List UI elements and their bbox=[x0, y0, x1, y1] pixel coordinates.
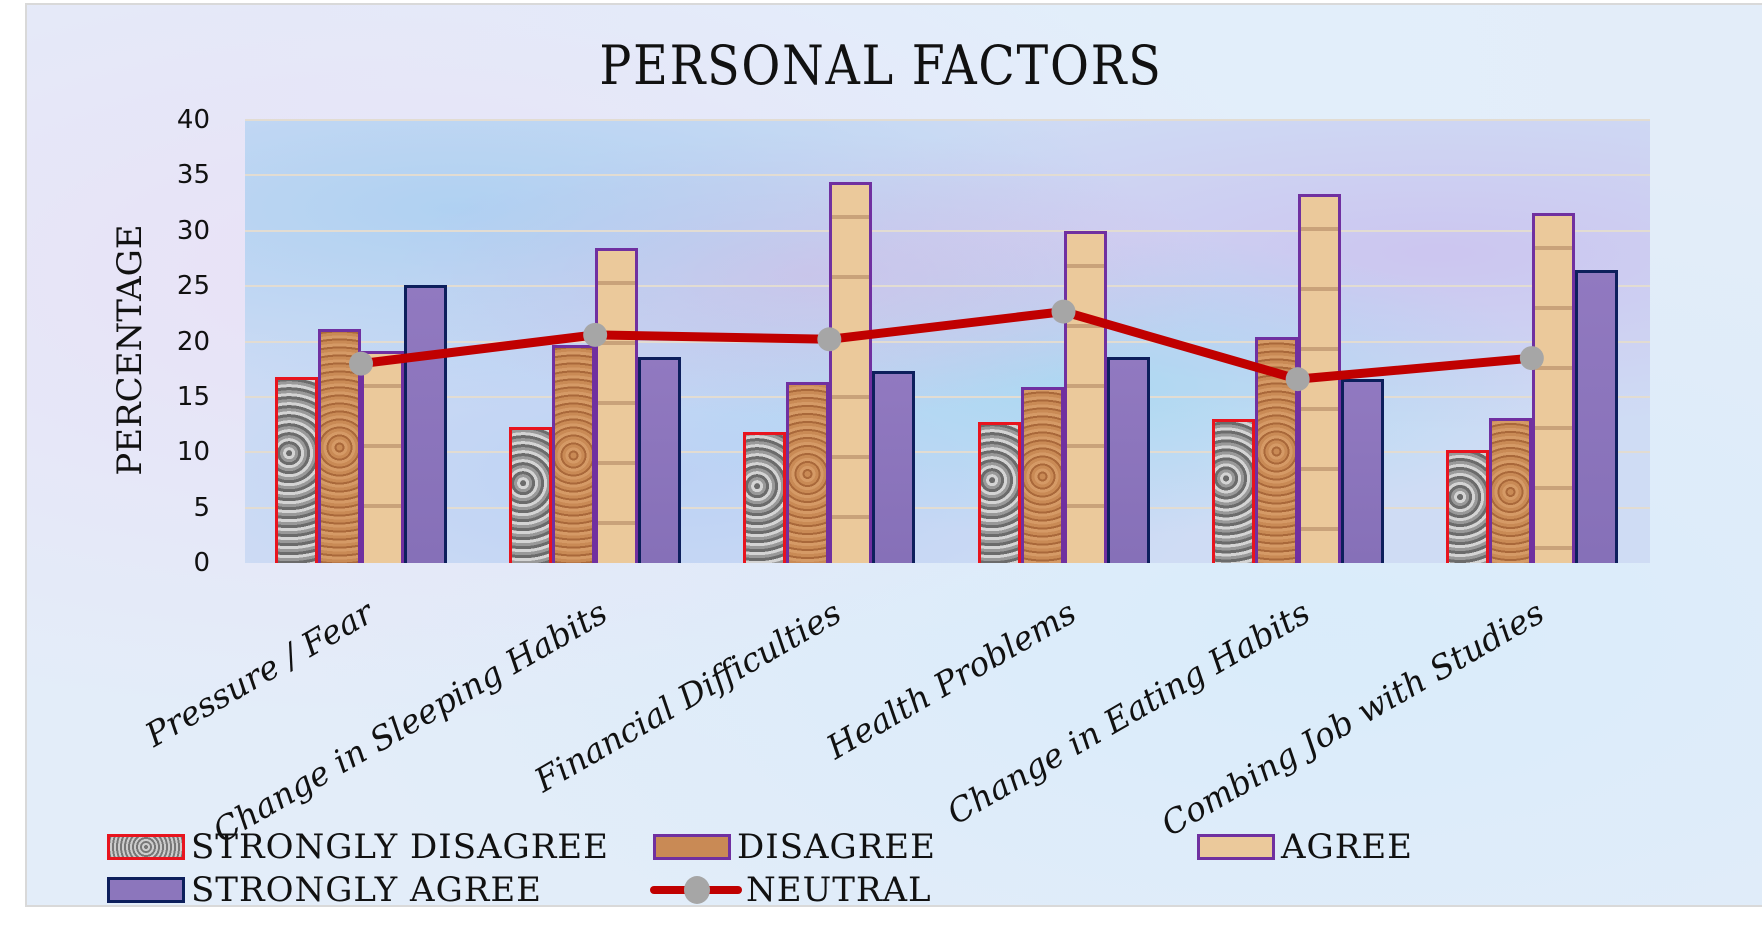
y-tick-label: 25 bbox=[176, 271, 210, 302]
legend-label: AGREE bbox=[1281, 827, 1413, 867]
neutral-line bbox=[360, 307, 1533, 384]
gridline bbox=[245, 285, 1650, 288]
disagree-swatch-icon bbox=[653, 834, 731, 860]
bar-strongly-disagree bbox=[1211, 419, 1255, 563]
neutral-marker-icon bbox=[583, 322, 608, 347]
y-tick-label: 5 bbox=[193, 492, 210, 523]
neutral-line-marker-icon bbox=[650, 875, 742, 905]
bar-agree bbox=[361, 351, 404, 563]
bar-disagree bbox=[1020, 386, 1064, 563]
bar-strongly-agree bbox=[404, 285, 447, 563]
legend-item-disagree: DISAGREE bbox=[653, 827, 936, 867]
y-tick-label: 10 bbox=[176, 437, 210, 468]
bar-strongly-agree bbox=[638, 357, 682, 563]
chart-title: PERSONAL FACTORS bbox=[599, 34, 1163, 97]
gridline bbox=[245, 119, 1650, 121]
neutral-marker-icon bbox=[349, 351, 373, 376]
y-tick-label: 40 bbox=[176, 105, 210, 135]
legend-label: NEUTRAL bbox=[746, 870, 932, 910]
gridline bbox=[245, 340, 1650, 343]
neutral-marker-icon bbox=[1519, 346, 1544, 371]
bar-agree bbox=[595, 248, 639, 563]
legend-item-strongly-disagree: STRONGLY DISAGREE bbox=[107, 827, 609, 867]
legend-item-agree: AGREE bbox=[1197, 827, 1413, 867]
strongly-agree-swatch-icon bbox=[107, 877, 185, 903]
legend-label: STRONGLY DISAGREE bbox=[191, 827, 609, 867]
legend-item-neutral: NEUTRAL bbox=[650, 870, 932, 910]
bar-disagree bbox=[552, 344, 596, 563]
neutral-line-series bbox=[349, 299, 1544, 392]
neutral-marker-icon bbox=[817, 327, 842, 352]
y-tick-label: 30 bbox=[176, 215, 210, 246]
bar-agree bbox=[829, 182, 873, 563]
bar-strongly-agree bbox=[1574, 269, 1618, 563]
legend-label: STRONGLY AGREE bbox=[191, 870, 542, 910]
y-tick-label: 15 bbox=[176, 381, 210, 412]
bar-strongly-disagree bbox=[509, 426, 553, 563]
gridline bbox=[245, 229, 1650, 232]
gridline bbox=[245, 451, 1650, 454]
gridline bbox=[245, 395, 1650, 398]
neutral-marker-icon bbox=[1051, 299, 1076, 324]
bar-strongly-agree bbox=[1340, 379, 1384, 563]
y-tick-label: 35 bbox=[176, 160, 210, 191]
bar-strongly-disagree bbox=[275, 376, 318, 563]
y-tick-label: 20 bbox=[176, 326, 210, 357]
bar-disagree bbox=[786, 382, 830, 563]
bar-agree bbox=[1531, 213, 1575, 563]
gridline bbox=[245, 506, 1650, 509]
legend-label: DISAGREE bbox=[737, 827, 936, 867]
bar-strongly-disagree bbox=[743, 432, 787, 563]
bar-agree bbox=[1063, 230, 1107, 563]
bar-strongly-agree bbox=[1106, 357, 1150, 563]
bar-strongly-agree bbox=[872, 371, 916, 563]
plot-area bbox=[245, 119, 1650, 563]
agree-swatch-icon bbox=[1197, 834, 1275, 860]
neutral-marker-icon bbox=[1285, 367, 1310, 392]
bar-disagree bbox=[1488, 417, 1532, 563]
gridline bbox=[245, 174, 1650, 177]
legend-item-strongly-agree: STRONGLY AGREE bbox=[107, 870, 542, 910]
bar-strongly-disagree bbox=[1445, 450, 1489, 563]
y-tick-label: 0 bbox=[193, 548, 210, 578]
bar-strongly-disagree bbox=[977, 422, 1021, 563]
strongly-disagree-swatch-icon bbox=[107, 834, 185, 860]
y-axis-title: PERCENTAGE bbox=[110, 224, 150, 476]
